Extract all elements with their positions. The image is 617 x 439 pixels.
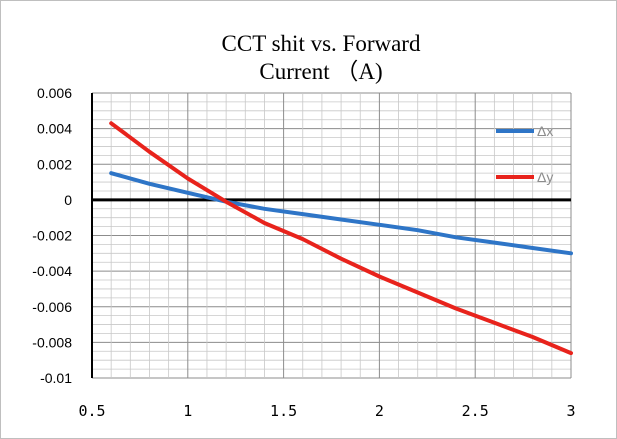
x-tick-label: 1 [183,402,192,420]
series-line-dy [109,121,573,356]
chart-title-line2: Current （A) [259,59,383,84]
y-tick-label: -0.002 [32,228,72,244]
legend-label: Δy [537,169,553,185]
y-tick-label: -0.004 [32,263,72,279]
y-tick-label: 0.004 [37,121,72,137]
y-tick-label: -0.01 [40,370,72,386]
x-tick-label: 2 [375,402,384,420]
x-tick-label: 3 [566,402,575,420]
legend-label: Δx [537,123,553,139]
series-line-dx [109,171,573,256]
x-tick-label: 1.5 [270,402,297,420]
x-tick-label: 2.5 [462,402,489,420]
y-tick-label: -0.008 [32,334,72,350]
x-tick-label: 0.5 [78,402,105,420]
y-tick-label: -0.006 [32,299,72,315]
chart-title-line1: CCT shit vs. Forward [221,31,421,56]
y-tick-label: 0.006 [37,85,72,101]
y-tick-label: 0 [64,192,72,208]
y-tick-label: 0.002 [37,156,72,172]
